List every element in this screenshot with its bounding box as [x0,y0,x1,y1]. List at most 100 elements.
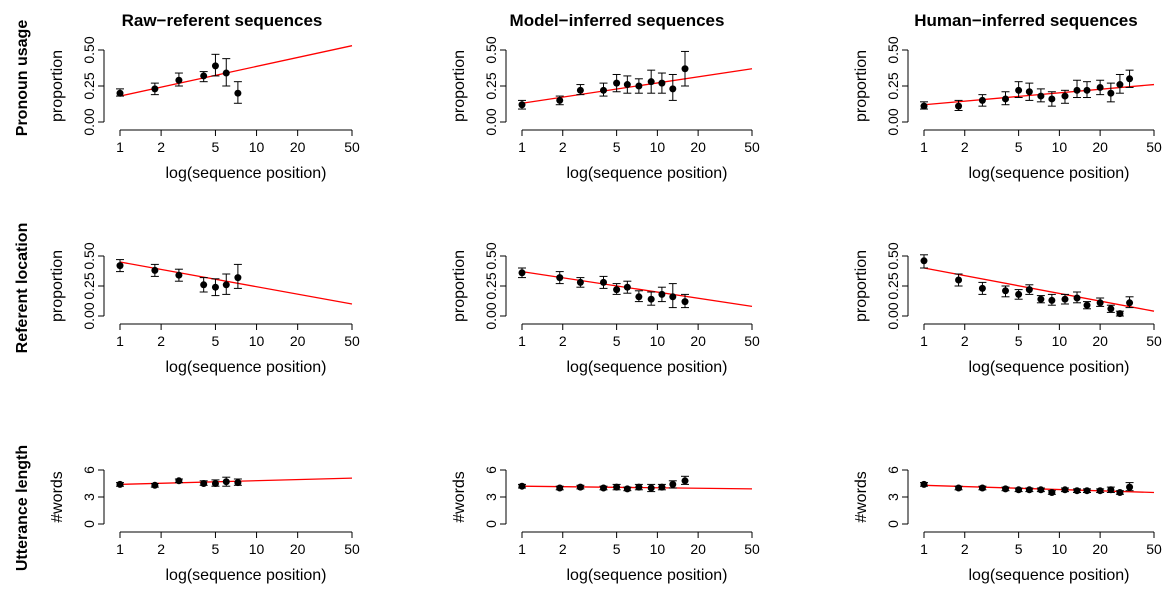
y-tick-label: 0.25 [885,72,901,99]
data-point [623,283,631,291]
data-point [211,283,219,291]
panel-r1-c0: 1 2 5 10 20 50 log(sequence position) 0.00 0.25 0… [49,242,360,376]
data-point [613,286,621,294]
y-tick-label: 0 [81,520,97,528]
data-point [920,102,928,110]
panel-r1-c2: 1 2 5 10 20 50 log(sequence position) 0.00 0.25 0… [853,242,1162,376]
y-tick-label: 0.00 [81,108,97,135]
fit-line [119,45,353,97]
x-tick-label: 5 [1015,541,1023,557]
x-tick-label: 50 [344,139,360,155]
data-point [920,257,928,265]
x-tick-label: 10 [249,139,265,155]
data-point [1126,75,1134,83]
data-point [1073,294,1081,302]
column-title-human: Human−inferred sequences [914,11,1137,30]
x-tick-label: 10 [650,333,666,349]
data-point [175,271,183,279]
x-tick-label: 10 [650,139,666,155]
data-point [1002,95,1010,103]
data-point [1015,486,1023,494]
y-axis-label: proportion [49,50,66,122]
data-point [681,477,689,485]
x-tick-label: 10 [1052,541,1068,557]
x-tick-label: 5 [613,333,621,349]
data-point [200,72,208,80]
data-point [600,484,608,492]
x-tick-label: 2 [961,333,969,349]
panel-r2-c1: 1 2 5 10 20 50 log(sequence position) 0 3 6 #words [451,466,760,584]
data-point [222,69,230,77]
fit-line [119,261,353,305]
data-point [222,478,230,486]
data-point [978,484,986,492]
data-point [1107,89,1115,97]
x-axis-label: log(sequence position) [166,359,327,376]
data-point [647,484,655,492]
x-tick-label: 20 [690,333,706,349]
data-point [116,480,124,488]
x-axis-label: log(sequence position) [969,567,1130,584]
y-tick-label: 0.25 [885,272,901,299]
data-point [556,274,564,282]
data-point [1061,295,1069,303]
x-tick-label: 1 [518,139,526,155]
x-tick-label: 1 [116,541,124,557]
data-point [1096,83,1104,91]
y-axis-label: proportion [451,250,468,322]
x-tick-label: 1 [518,541,526,557]
data-point [1116,310,1124,318]
x-axis-label: log(sequence position) [567,359,728,376]
y-tick-label: 6 [81,466,97,474]
data-point [669,293,677,301]
data-point [635,293,643,301]
x-tick-label: 50 [1146,139,1162,155]
panel-r0-c2: 1 2 5 10 20 50 log(sequence position) 0.00 0.25 0… [853,36,1162,182]
x-axis-label: log(sequence position) [567,567,728,584]
data-point [1061,92,1069,100]
panel-r0-c1: 1 2 5 10 20 50 log(sequence position) 0.00 0.25 0… [451,36,760,182]
data-point [1025,486,1033,494]
data-point [1126,299,1134,307]
data-point [647,78,655,86]
data-point [116,262,124,270]
data-point [151,266,159,274]
y-axis-label: proportion [853,50,870,122]
data-point [1002,287,1010,295]
x-axis-label: log(sequence position) [969,359,1130,376]
x-tick-label: 2 [559,333,567,349]
x-tick-label: 1 [920,333,928,349]
data-point [234,479,242,487]
column-title-model: Model−inferred sequences [510,11,725,30]
data-point [955,484,963,492]
data-point [600,86,608,94]
data-point [151,85,159,93]
data-point [635,483,643,491]
x-tick-label: 10 [249,333,265,349]
data-point [647,295,655,303]
data-point [1073,487,1081,495]
y-axis-label: proportion [49,250,66,322]
y-tick-label: 0.25 [483,272,499,299]
x-tick-label: 2 [559,541,567,557]
x-tick-label: 5 [212,333,220,349]
x-tick-label: 5 [613,541,621,557]
x-tick-label: 5 [1015,333,1023,349]
data-point [1107,486,1115,494]
data-point [1025,88,1033,96]
y-axis-label: proportion [853,250,870,322]
y-tick-label: 0.50 [483,36,499,63]
data-point [669,480,677,488]
y-tick-label: 0.00 [81,302,97,329]
panel-r2-c0: 1 2 5 10 20 50 log(sequence position) 0 3 6 #words [49,466,360,584]
data-point [1015,290,1023,298]
y-tick-label: 0.25 [81,272,97,299]
data-point [576,278,584,286]
x-tick-label: 5 [212,139,220,155]
data-point [613,79,621,87]
y-tick-label: 6 [885,466,901,474]
data-point [658,483,666,491]
x-axis-label: log(sequence position) [166,165,327,182]
row-labels: Pronoun usage Referent location Utteranc… [14,20,31,571]
